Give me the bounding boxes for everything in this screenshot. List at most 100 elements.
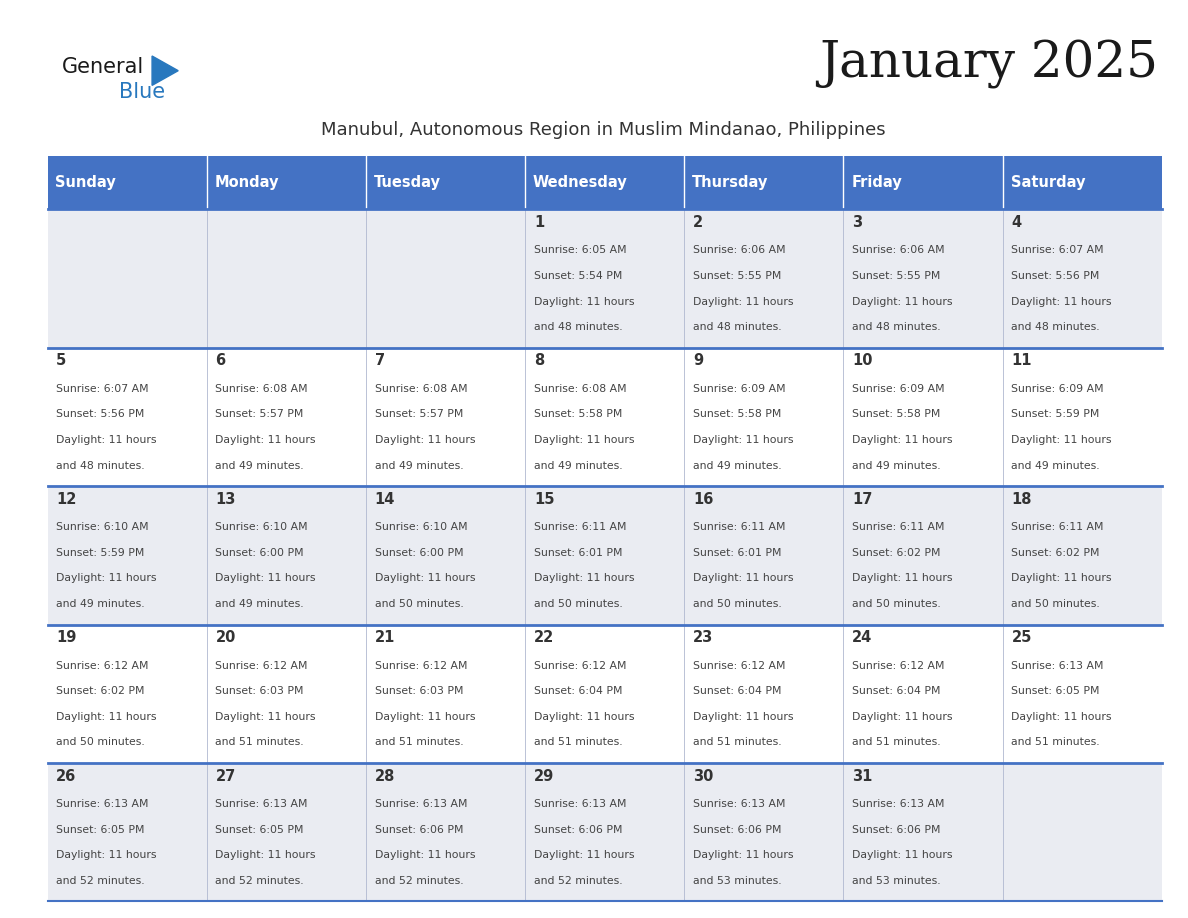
Text: 16: 16 — [693, 492, 714, 507]
Text: Sunday: Sunday — [56, 175, 116, 190]
Bar — [1003, 156, 1162, 209]
Bar — [48, 348, 207, 487]
Text: Sunrise: 6:09 AM: Sunrise: 6:09 AM — [852, 384, 944, 394]
Text: 3: 3 — [852, 215, 862, 230]
Text: Sunrise: 6:10 AM: Sunrise: 6:10 AM — [56, 522, 148, 532]
Text: Sunset: 6:02 PM: Sunset: 6:02 PM — [852, 548, 941, 558]
Text: Sunset: 6:00 PM: Sunset: 6:00 PM — [374, 548, 463, 558]
Text: Sunset: 6:02 PM: Sunset: 6:02 PM — [56, 687, 145, 696]
Bar — [1003, 348, 1162, 487]
Text: and 50 minutes.: and 50 minutes. — [693, 599, 782, 609]
Text: 7: 7 — [374, 353, 385, 368]
Bar — [843, 487, 1003, 624]
Text: and 51 minutes.: and 51 minutes. — [374, 737, 463, 747]
Bar — [1003, 763, 1162, 901]
Text: 2: 2 — [693, 215, 703, 230]
Bar — [48, 209, 207, 348]
Text: Sunset: 6:03 PM: Sunset: 6:03 PM — [215, 687, 304, 696]
Text: Sunset: 5:55 PM: Sunset: 5:55 PM — [852, 271, 941, 281]
Text: Sunset: 5:57 PM: Sunset: 5:57 PM — [215, 409, 304, 420]
Text: Sunset: 6:05 PM: Sunset: 6:05 PM — [1011, 687, 1100, 696]
Bar — [207, 487, 366, 624]
Text: Sunrise: 6:13 AM: Sunrise: 6:13 AM — [693, 799, 785, 809]
Text: Sunset: 6:03 PM: Sunset: 6:03 PM — [374, 687, 463, 696]
Text: and 48 minutes.: and 48 minutes. — [852, 322, 941, 332]
Text: Sunset: 6:01 PM: Sunset: 6:01 PM — [693, 548, 782, 558]
Text: and 53 minutes.: and 53 minutes. — [693, 876, 782, 886]
Text: Sunset: 5:57 PM: Sunset: 5:57 PM — [374, 409, 463, 420]
Text: Daylight: 11 hours: Daylight: 11 hours — [374, 574, 475, 583]
Text: Sunrise: 6:06 AM: Sunrise: 6:06 AM — [693, 245, 785, 255]
Text: Sunset: 6:04 PM: Sunset: 6:04 PM — [852, 687, 941, 696]
Text: General: General — [62, 58, 144, 77]
Text: and 49 minutes.: and 49 minutes. — [56, 599, 145, 609]
Text: and 52 minutes.: and 52 minutes. — [56, 876, 145, 886]
Text: Sunset: 6:06 PM: Sunset: 6:06 PM — [374, 824, 463, 834]
Text: Sunset: 6:01 PM: Sunset: 6:01 PM — [533, 548, 623, 558]
Text: 31: 31 — [852, 768, 873, 784]
Bar — [48, 763, 207, 901]
Text: Sunrise: 6:10 AM: Sunrise: 6:10 AM — [215, 522, 308, 532]
Text: and 48 minutes.: and 48 minutes. — [1011, 322, 1100, 332]
Text: Daylight: 11 hours: Daylight: 11 hours — [533, 297, 634, 307]
Text: Sunrise: 6:12 AM: Sunrise: 6:12 AM — [374, 661, 467, 671]
Bar — [48, 487, 207, 624]
Text: Daylight: 11 hours: Daylight: 11 hours — [693, 574, 794, 583]
Bar — [525, 209, 684, 348]
Text: Sunrise: 6:13 AM: Sunrise: 6:13 AM — [533, 799, 626, 809]
Bar — [843, 348, 1003, 487]
Text: Sunrise: 6:09 AM: Sunrise: 6:09 AM — [1011, 384, 1104, 394]
Text: Sunset: 5:56 PM: Sunset: 5:56 PM — [1011, 271, 1100, 281]
Text: Sunrise: 6:05 AM: Sunrise: 6:05 AM — [533, 245, 626, 255]
Bar — [684, 156, 843, 209]
Text: and 51 minutes.: and 51 minutes. — [852, 737, 941, 747]
Text: Daylight: 11 hours: Daylight: 11 hours — [374, 850, 475, 860]
Text: Sunset: 5:54 PM: Sunset: 5:54 PM — [533, 271, 623, 281]
Text: Sunset: 5:58 PM: Sunset: 5:58 PM — [533, 409, 623, 420]
Text: Daylight: 11 hours: Daylight: 11 hours — [693, 711, 794, 722]
Text: Sunset: 5:58 PM: Sunset: 5:58 PM — [852, 409, 941, 420]
Text: Sunrise: 6:12 AM: Sunrise: 6:12 AM — [533, 661, 626, 671]
Text: Sunrise: 6:11 AM: Sunrise: 6:11 AM — [1011, 522, 1104, 532]
Text: Daylight: 11 hours: Daylight: 11 hours — [56, 711, 157, 722]
Text: Daylight: 11 hours: Daylight: 11 hours — [533, 435, 634, 445]
Text: Sunrise: 6:09 AM: Sunrise: 6:09 AM — [693, 384, 785, 394]
Text: Daylight: 11 hours: Daylight: 11 hours — [693, 850, 794, 860]
Text: Daylight: 11 hours: Daylight: 11 hours — [533, 574, 634, 583]
Text: Sunset: 6:05 PM: Sunset: 6:05 PM — [56, 824, 145, 834]
Text: Sunrise: 6:13 AM: Sunrise: 6:13 AM — [215, 799, 308, 809]
Text: 23: 23 — [693, 630, 713, 645]
Bar — [366, 487, 525, 624]
Bar — [366, 156, 525, 209]
Text: Daylight: 11 hours: Daylight: 11 hours — [852, 297, 953, 307]
Text: Sunset: 6:04 PM: Sunset: 6:04 PM — [693, 687, 782, 696]
Text: 22: 22 — [533, 630, 554, 645]
Text: 21: 21 — [374, 630, 396, 645]
Text: and 51 minutes.: and 51 minutes. — [1011, 737, 1100, 747]
Text: 4: 4 — [1011, 215, 1022, 230]
Text: and 52 minutes.: and 52 minutes. — [374, 876, 463, 886]
Text: Sunset: 5:58 PM: Sunset: 5:58 PM — [693, 409, 782, 420]
Text: Sunset: 6:00 PM: Sunset: 6:00 PM — [215, 548, 304, 558]
Text: and 48 minutes.: and 48 minutes. — [533, 322, 623, 332]
Bar — [525, 348, 684, 487]
Text: Sunrise: 6:12 AM: Sunrise: 6:12 AM — [693, 661, 785, 671]
Text: Sunset: 6:06 PM: Sunset: 6:06 PM — [852, 824, 941, 834]
Text: Sunrise: 6:06 AM: Sunrise: 6:06 AM — [852, 245, 944, 255]
Bar — [366, 624, 525, 763]
Bar — [1003, 487, 1162, 624]
Bar — [684, 209, 843, 348]
Bar — [684, 487, 843, 624]
Bar — [366, 348, 525, 487]
Text: 6: 6 — [215, 353, 226, 368]
Text: Sunrise: 6:12 AM: Sunrise: 6:12 AM — [56, 661, 148, 671]
Text: Daylight: 11 hours: Daylight: 11 hours — [1011, 297, 1112, 307]
Text: Sunset: 5:59 PM: Sunset: 5:59 PM — [1011, 409, 1100, 420]
Text: Sunrise: 6:11 AM: Sunrise: 6:11 AM — [852, 522, 944, 532]
Text: Daylight: 11 hours: Daylight: 11 hours — [56, 435, 157, 445]
Text: 13: 13 — [215, 492, 236, 507]
Text: 29: 29 — [533, 768, 554, 784]
Text: 30: 30 — [693, 768, 714, 784]
Text: 11: 11 — [1011, 353, 1032, 368]
Text: Friday: Friday — [852, 175, 902, 190]
